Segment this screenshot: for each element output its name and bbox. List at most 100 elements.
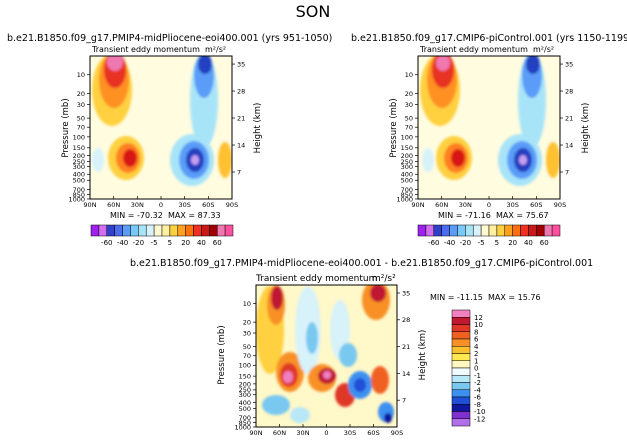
panel-3-lat-ticks: 90N 60N 30N 0 30S 60S 90S bbox=[249, 424, 403, 437]
pressure-tick-label: 300 bbox=[239, 391, 251, 399]
panel-1-min: MIN = -70.32 bbox=[110, 211, 163, 220]
pressure-tick-label: 850 bbox=[73, 191, 85, 199]
lat-tick-label: 90S bbox=[226, 201, 238, 209]
panel-3-ylabel-left: Pressure (mb) bbox=[217, 325, 227, 384]
pressure-tick-label: 250 bbox=[73, 158, 85, 166]
colorbar-label: 60 bbox=[213, 239, 222, 247]
panel-1-contour-field bbox=[90, 56, 232, 199]
panel-1: b.e21.B1850.f09_g17.PMIP4-midPliocene-eo… bbox=[7, 33, 332, 247]
colorbar-swatch bbox=[480, 224, 490, 237]
panel-2-ylabel-left: Pressure (mb) bbox=[389, 98, 399, 157]
lat-tick-label: 0 bbox=[159, 201, 163, 209]
lat-tick-label: 60N bbox=[107, 201, 120, 209]
diff-colorbar-label: 1 bbox=[474, 357, 478, 365]
colorbar-swatch bbox=[472, 224, 482, 237]
colorbar-swatch bbox=[224, 224, 234, 237]
colorbar-label: 20 bbox=[181, 239, 190, 247]
height-tick-label: 35 bbox=[565, 60, 573, 68]
colorbar-swatch bbox=[536, 224, 545, 237]
pressure-tick-label: 30 bbox=[405, 101, 413, 109]
pressure-tick-label: 250 bbox=[401, 158, 413, 166]
colorbar-label: 5 bbox=[495, 239, 499, 247]
pressure-tick-label: 20 bbox=[405, 90, 413, 98]
colorbar-swatch bbox=[488, 224, 498, 237]
pressure-tick-label: 400 bbox=[239, 399, 251, 407]
diff-colorbar-label: 8 bbox=[474, 328, 478, 336]
height-tick-label: 7 bbox=[402, 397, 406, 405]
pressure-tick-label: 1000 bbox=[234, 423, 251, 431]
pressure-tick-label: 100 bbox=[239, 362, 251, 370]
diff-colorbar-label: 6 bbox=[474, 336, 479, 344]
panel-3-units: m²/s² bbox=[372, 274, 396, 284]
colorbar-swatch bbox=[130, 224, 139, 237]
pressure-tick-label: 50 bbox=[77, 115, 85, 123]
diff-colorbar-label: -6 bbox=[474, 394, 482, 402]
pressure-tick-label: 300 bbox=[73, 163, 85, 171]
panel-1-max: MAX = 87.33 bbox=[168, 211, 221, 220]
lat-tick-label: 30N bbox=[296, 429, 309, 437]
height-tick-label: 21 bbox=[402, 343, 410, 351]
diff-colorbar-label: -8 bbox=[474, 401, 481, 409]
lat-tick-label: 30S bbox=[506, 201, 518, 209]
diff-colorbar-swatch bbox=[451, 353, 471, 361]
pressure-tick-label: 150 bbox=[73, 144, 85, 152]
height-tick-label: 28 bbox=[565, 87, 573, 95]
diff-colorbar-swatch bbox=[451, 338, 471, 347]
colorbar-swatch bbox=[145, 224, 155, 237]
diff-colorbar-swatch bbox=[451, 309, 471, 318]
pressure-tick-label: 70 bbox=[77, 124, 85, 132]
height-tick-label: 7 bbox=[237, 168, 241, 176]
height-tick-label: 35 bbox=[237, 60, 245, 68]
diff-colorbar-label: 10 bbox=[474, 321, 483, 329]
colorbar-swatch bbox=[512, 224, 521, 237]
colorbar-swatch bbox=[114, 224, 123, 237]
lat-tick-label: 90S bbox=[554, 201, 566, 209]
pressure-tick-label: 10 bbox=[405, 71, 413, 79]
pressure-tick-label: 50 bbox=[243, 343, 251, 351]
pressure-tick-label: 400 bbox=[401, 171, 413, 179]
pressure-tick-label: 200 bbox=[73, 152, 85, 160]
pressure-tick-label: 100 bbox=[401, 133, 413, 141]
colorbar-label: -20 bbox=[133, 239, 144, 247]
height-tick-label: 21 bbox=[565, 114, 573, 122]
pressure-tick-label: 100 bbox=[73, 133, 85, 141]
colorbar-swatch bbox=[153, 224, 163, 237]
panel-2-contour-field bbox=[418, 56, 560, 199]
panel-3-subtitle: Transient eddy momentum bbox=[255, 274, 377, 284]
pressure-tick-label: 700 bbox=[73, 186, 85, 194]
colorbar-label: 60 bbox=[540, 239, 549, 247]
diff-colorbar-swatch bbox=[451, 375, 471, 383]
panel-2-ylabel-right: Height (km) bbox=[581, 103, 591, 154]
colorbar-swatch bbox=[193, 224, 202, 237]
colorbar-label: 40 bbox=[197, 239, 206, 247]
colorbar-swatch bbox=[216, 224, 226, 237]
colorbar-swatch bbox=[520, 224, 529, 237]
panel-3-min: MIN = -11.15 bbox=[430, 293, 483, 302]
colorbar-label: -5 bbox=[151, 239, 158, 247]
pressure-tick-label: 150 bbox=[401, 144, 413, 152]
colorbar-swatch bbox=[504, 224, 513, 237]
panel-1-units: m²/s² bbox=[205, 45, 226, 54]
colorbar-swatch bbox=[138, 224, 147, 237]
panel-2-case-title: b.e21.B1850.f09_g17.CMIP6-piControl.001 … bbox=[351, 33, 627, 44]
lat-tick-label: 90S bbox=[391, 429, 403, 437]
height-tick-label: 21 bbox=[237, 114, 245, 122]
colorbar-label: 40 bbox=[524, 239, 533, 247]
lat-tick-label: 0 bbox=[324, 429, 328, 437]
pressure-tick-label: 200 bbox=[401, 152, 413, 160]
panel-2-colorbar: -60 -40 -20 -5 5 20 40 60 bbox=[417, 224, 561, 247]
diff-colorbar-swatch bbox=[451, 389, 471, 398]
height-tick-label: 35 bbox=[402, 289, 410, 297]
diff-colorbar-label: -10 bbox=[474, 408, 485, 416]
diff-colorbar-swatch bbox=[451, 411, 471, 419]
panel-1-subtitle: Transient eddy momentum bbox=[91, 45, 200, 54]
diff-colorbar-label: -12 bbox=[474, 415, 485, 423]
panel-1-lat-ticks: 90N 60N 30N 0 30S 60S 90S bbox=[83, 196, 238, 209]
height-tick-label: 28 bbox=[237, 87, 245, 95]
pressure-tick-label: 300 bbox=[401, 163, 413, 171]
colorbar-swatch bbox=[185, 224, 194, 237]
